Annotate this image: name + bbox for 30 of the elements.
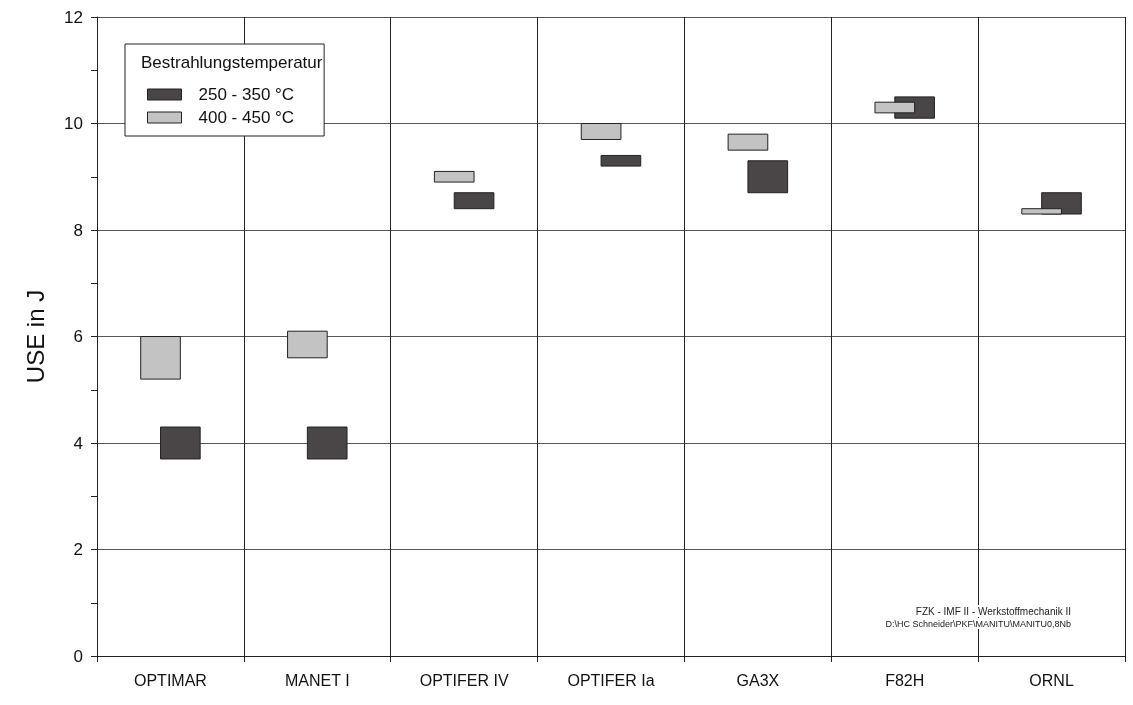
bar [453,192,495,210]
y-tick-label: 8 [73,220,83,240]
y-tick-label: 10 [64,114,83,133]
bar [160,426,201,460]
annotation: D:\HC Schneider\PKF\MANITU\MANITU0,8Nb [885,618,1072,629]
bar [140,336,181,380]
x-tick-label: F82H [885,671,925,689]
bar [287,330,328,359]
x-tick-label: OPTIFER IV [419,671,509,689]
y-tick-label: 12 [64,7,83,27]
y-tick-label: 4 [73,433,83,453]
legend-title: Bestrahlungstemperatur [141,53,323,72]
bar [747,160,789,194]
bar [727,133,769,151]
x-tick-label: OPTIFER Ia [567,671,655,689]
y-tick-label: 2 [73,540,83,559]
legend-label: 250 - 350 °C [198,85,295,104]
bar [580,123,622,140]
y-tick-label: 0 [73,646,83,666]
x-tick-label: OPTIMAR [133,671,207,689]
bar [433,170,475,183]
x-tick-label: MANET I [284,671,350,689]
y-axis-title: USE in J [21,289,49,384]
annotation: FZK - IMF II - Werkstoffmechanik II [915,605,1072,617]
y-tick-label: 6 [73,327,83,346]
bar [600,154,642,167]
x-tick-label: GA3X [736,671,780,689]
bar [306,426,348,460]
legend-label: 400 - 450 °C [198,108,295,127]
x-tick-label: ORNL [1029,671,1074,689]
